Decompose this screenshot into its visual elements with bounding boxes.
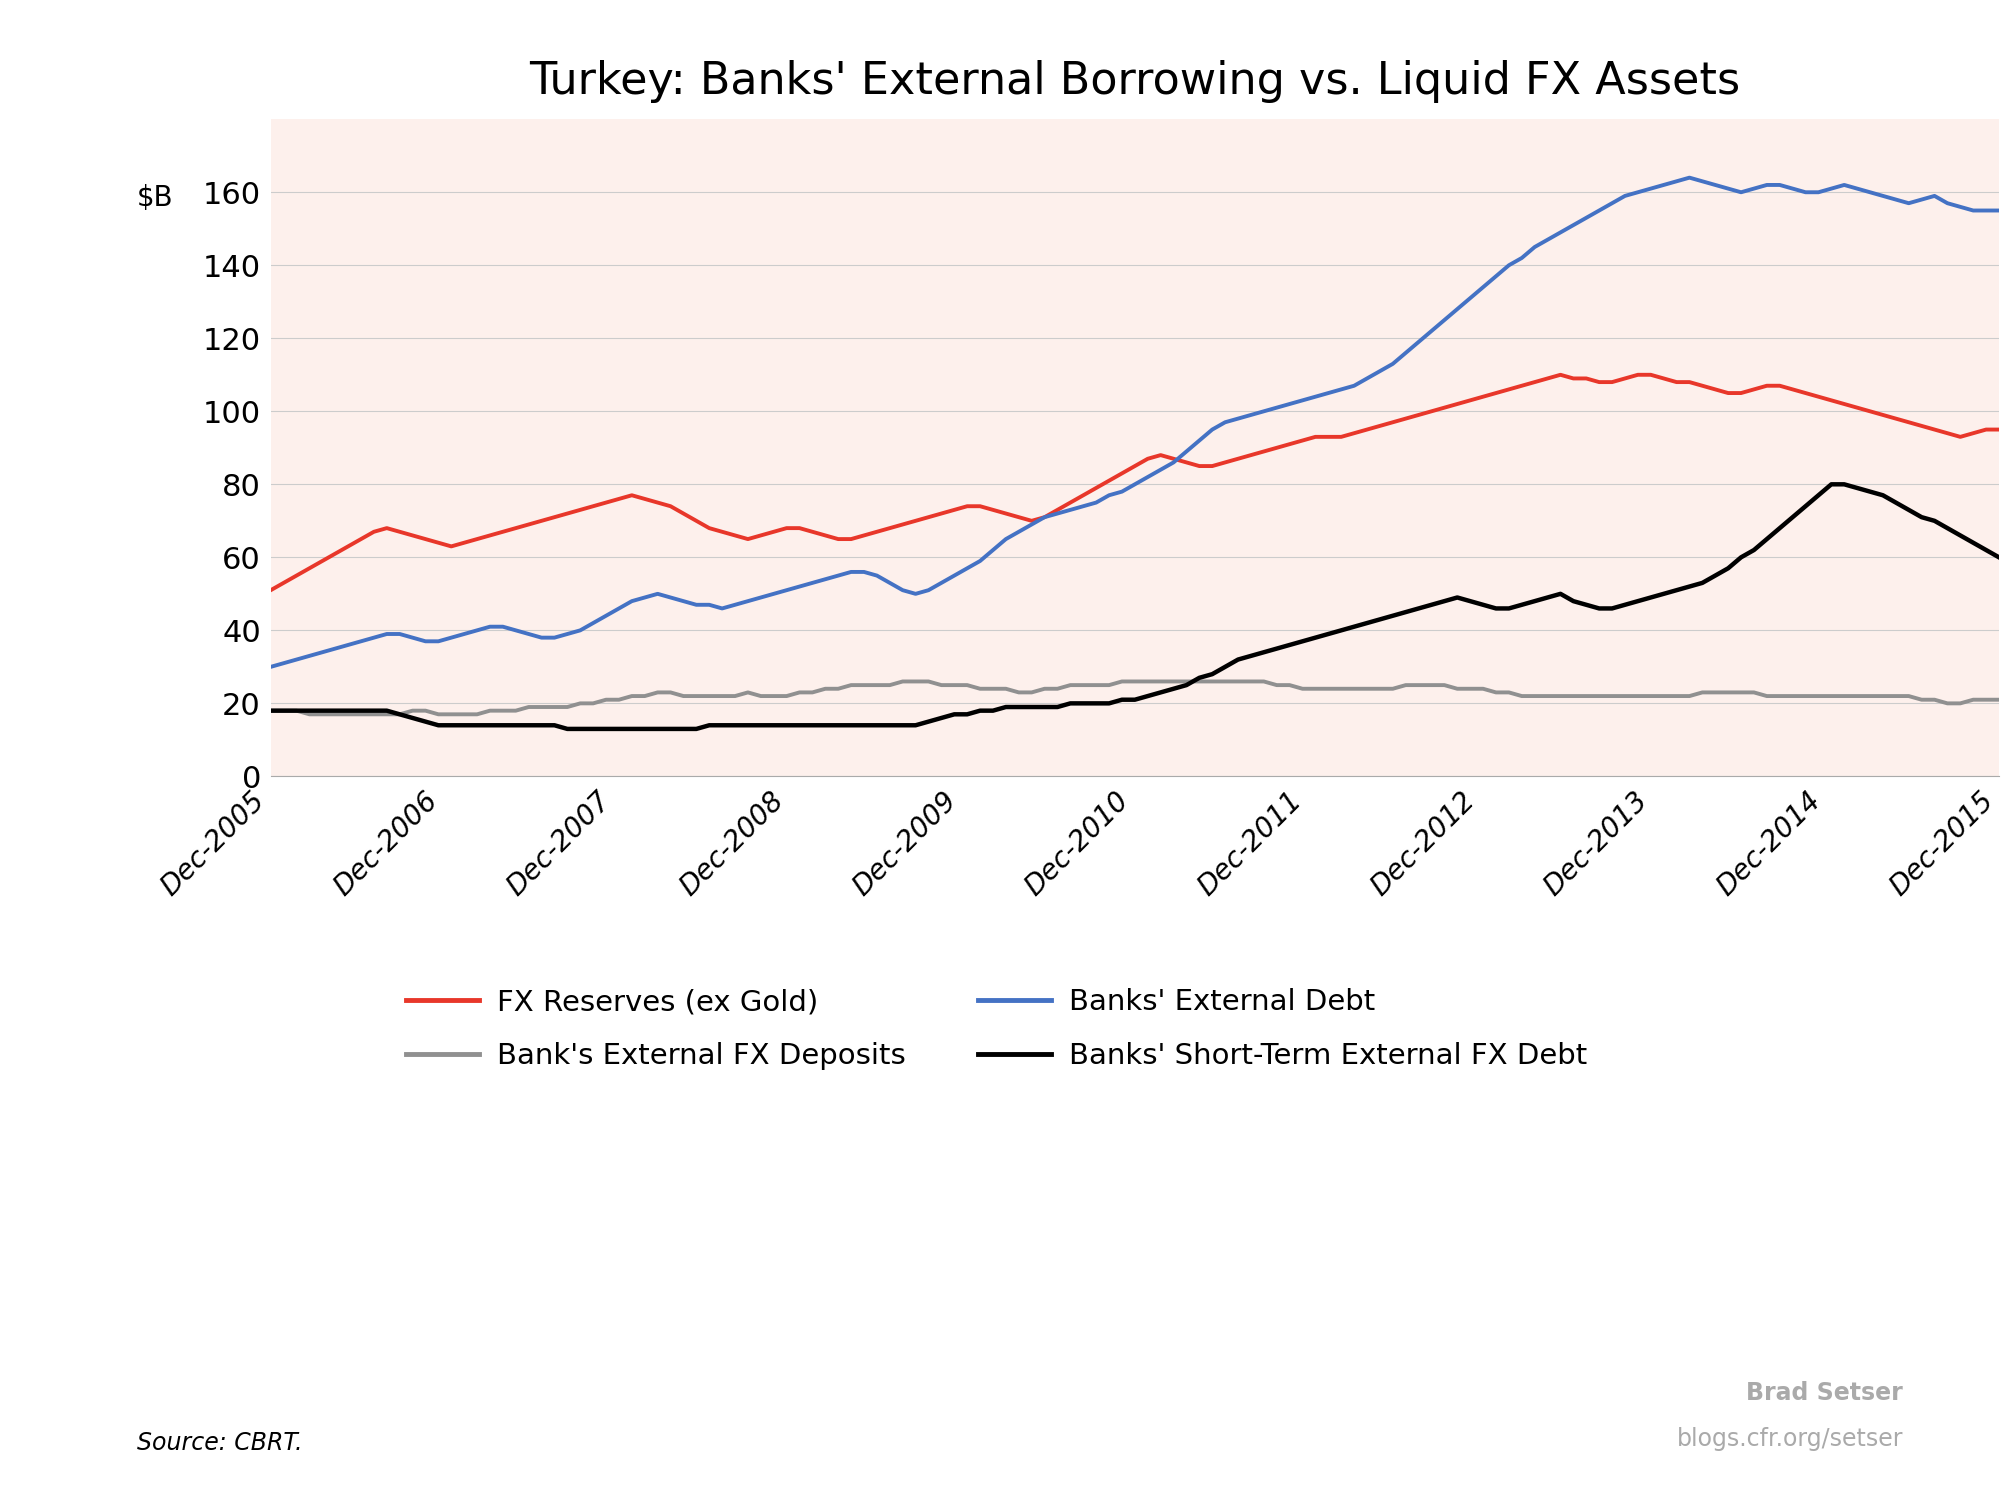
Title: Turkey: Banks' External Borrowing vs. Liquid FX Assets: Turkey: Banks' External Borrowing vs. Li… bbox=[530, 60, 1740, 103]
Text: blogs.cfr.org/setser: blogs.cfr.org/setser bbox=[1678, 1427, 1903, 1451]
Text: Brad Setser: Brad Setser bbox=[1746, 1381, 1903, 1405]
Text: $B: $B bbox=[137, 184, 173, 213]
Text: Source: CBRT.: Source: CBRT. bbox=[137, 1431, 302, 1455]
Legend: FX Reserves (ex Gold), Bank's External FX Deposits, Banks' External Debt, Banks': FX Reserves (ex Gold), Bank's External F… bbox=[407, 988, 1587, 1071]
